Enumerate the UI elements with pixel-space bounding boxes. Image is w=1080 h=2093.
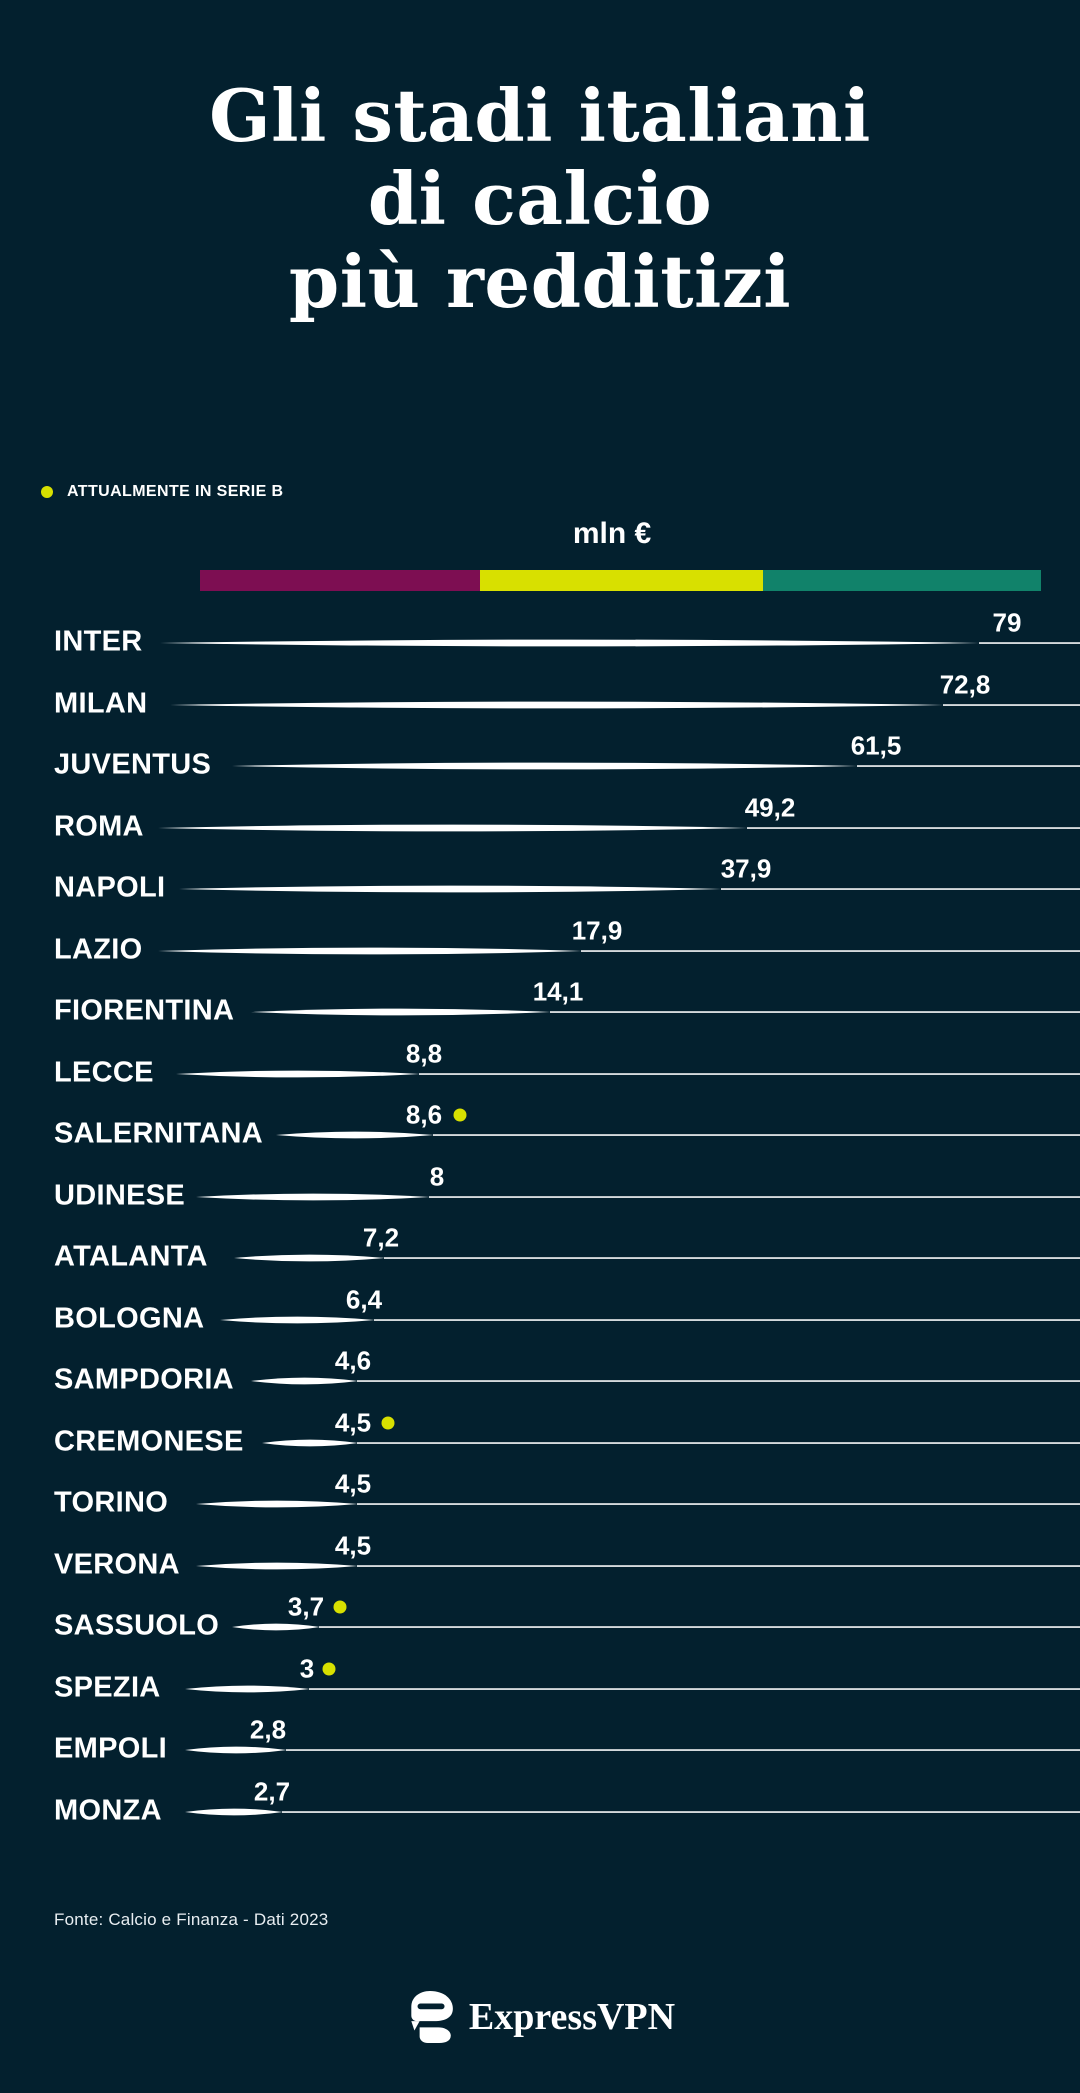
revenue-line: [232, 762, 1080, 770]
team-label: SALERNITANA: [54, 1117, 263, 1150]
value-label: 17,9: [571, 915, 623, 945]
value-label: 6,4: [345, 1284, 383, 1314]
serie-b-dot-icon: [41, 486, 53, 498]
revenue-line: [196, 1562, 1080, 1569]
value-label: 8,6: [405, 1099, 443, 1130]
revenue-line: [176, 1070, 1080, 1077]
team-label: LAZIO: [54, 933, 143, 966]
value-label: 79: [992, 607, 1022, 638]
serie-b-legend: ATTUALMENTE IN SERIE B: [41, 483, 284, 501]
source-note: Fonte: Calcio e Finanza - Dati 2023: [54, 1910, 329, 1929]
value-label: 4,5: [334, 1530, 372, 1560]
team-label: MILAN: [54, 687, 148, 720]
revenue-line: [158, 947, 1080, 954]
revenue-line: [196, 1193, 1080, 1200]
team-label: SASSUOLO: [54, 1609, 220, 1642]
scale-bar-segment-purple: [200, 570, 480, 591]
revenue-line: [232, 1623, 1080, 1631]
serie-b-dot: [453, 1108, 467, 1122]
value-label: 3: [299, 1653, 315, 1683]
team-label: JUVENTUS: [54, 748, 212, 781]
page-title: Gli stadi italiani di calcio più redditi…: [0, 74, 1080, 323]
serie-b-dot: [322, 1662, 336, 1675]
value-label: 37,9: [720, 853, 772, 884]
value-label: 3,7: [287, 1591, 325, 1622]
revenue-line: [185, 1746, 1080, 1754]
team-label: UDINESE: [54, 1179, 186, 1212]
value-label: 49,2: [744, 792, 796, 822]
value-label: 2,8: [249, 1714, 287, 1745]
unit-label: mln €: [572, 517, 652, 550]
team-label: SPEZIA: [54, 1671, 161, 1704]
value-label: 72,8: [939, 669, 991, 699]
revenue-line: [158, 824, 1080, 831]
revenue-line: [234, 1254, 1080, 1262]
revenue-line: [196, 1500, 1080, 1508]
team-label: EMPOLI: [54, 1732, 167, 1765]
revenue-line: [185, 1808, 1080, 1815]
team-label: ATALANTA: [54, 1240, 208, 1273]
title-line-3: più redditizi: [288, 239, 792, 324]
value-label: 4,5: [334, 1468, 372, 1499]
value-label: 61,5: [850, 730, 902, 761]
team-label: CREMONESE: [54, 1425, 244, 1458]
team-label: SAMPDORIA: [54, 1363, 234, 1396]
team-label: INTER: [54, 625, 143, 658]
brand-footer: ExpressVPN: [0, 1990, 1080, 2044]
team-label: TORINO: [54, 1486, 169, 1519]
team-label: ROMA: [54, 810, 144, 843]
scale-bar-segment-yellow: [480, 570, 763, 591]
value-label: 14,1: [532, 976, 584, 1007]
value-label: 8: [429, 1161, 445, 1191]
revenue-line: [276, 1131, 1080, 1139]
scale-bar: [200, 570, 1041, 591]
revenue-line: [220, 1316, 1080, 1323]
team-label: VERONA: [54, 1548, 180, 1581]
legend-label: ATTUALMENTE IN SERIE B: [67, 483, 284, 500]
expressvpn-logo-icon: [411, 1991, 453, 2043]
team-label: NAPOLI: [54, 871, 166, 904]
value-label: 4,5: [334, 1407, 372, 1437]
team-label: BOLOGNA: [54, 1302, 205, 1335]
revenue-line: [251, 1008, 1080, 1016]
revenue-line: [251, 1377, 1080, 1385]
team-label: MONZA: [54, 1794, 162, 1827]
value-label: 8,8: [405, 1038, 443, 1068]
revenue-line: [262, 1439, 1080, 1446]
value-label: 7,2: [362, 1222, 400, 1253]
serie-b-dot: [381, 1416, 395, 1429]
revenue-line: [160, 639, 1080, 647]
revenue-line: [179, 885, 1080, 893]
value-label: 2,7: [253, 1776, 291, 1806]
scale-bar-segment-teal: [763, 570, 1041, 591]
revenue-line: [170, 701, 1080, 708]
value-label: 4,6: [334, 1345, 372, 1376]
brand-wordmark: ExpressVPN: [468, 1996, 676, 2038]
serie-b-dot: [333, 1600, 347, 1614]
team-label: LECCE: [54, 1056, 154, 1089]
title-line-2: di calcio: [367, 156, 713, 241]
title-line-1: Gli stadi italiani: [209, 73, 871, 158]
team-label: FIORENTINA: [54, 994, 235, 1027]
revenue-line: [185, 1685, 1080, 1692]
